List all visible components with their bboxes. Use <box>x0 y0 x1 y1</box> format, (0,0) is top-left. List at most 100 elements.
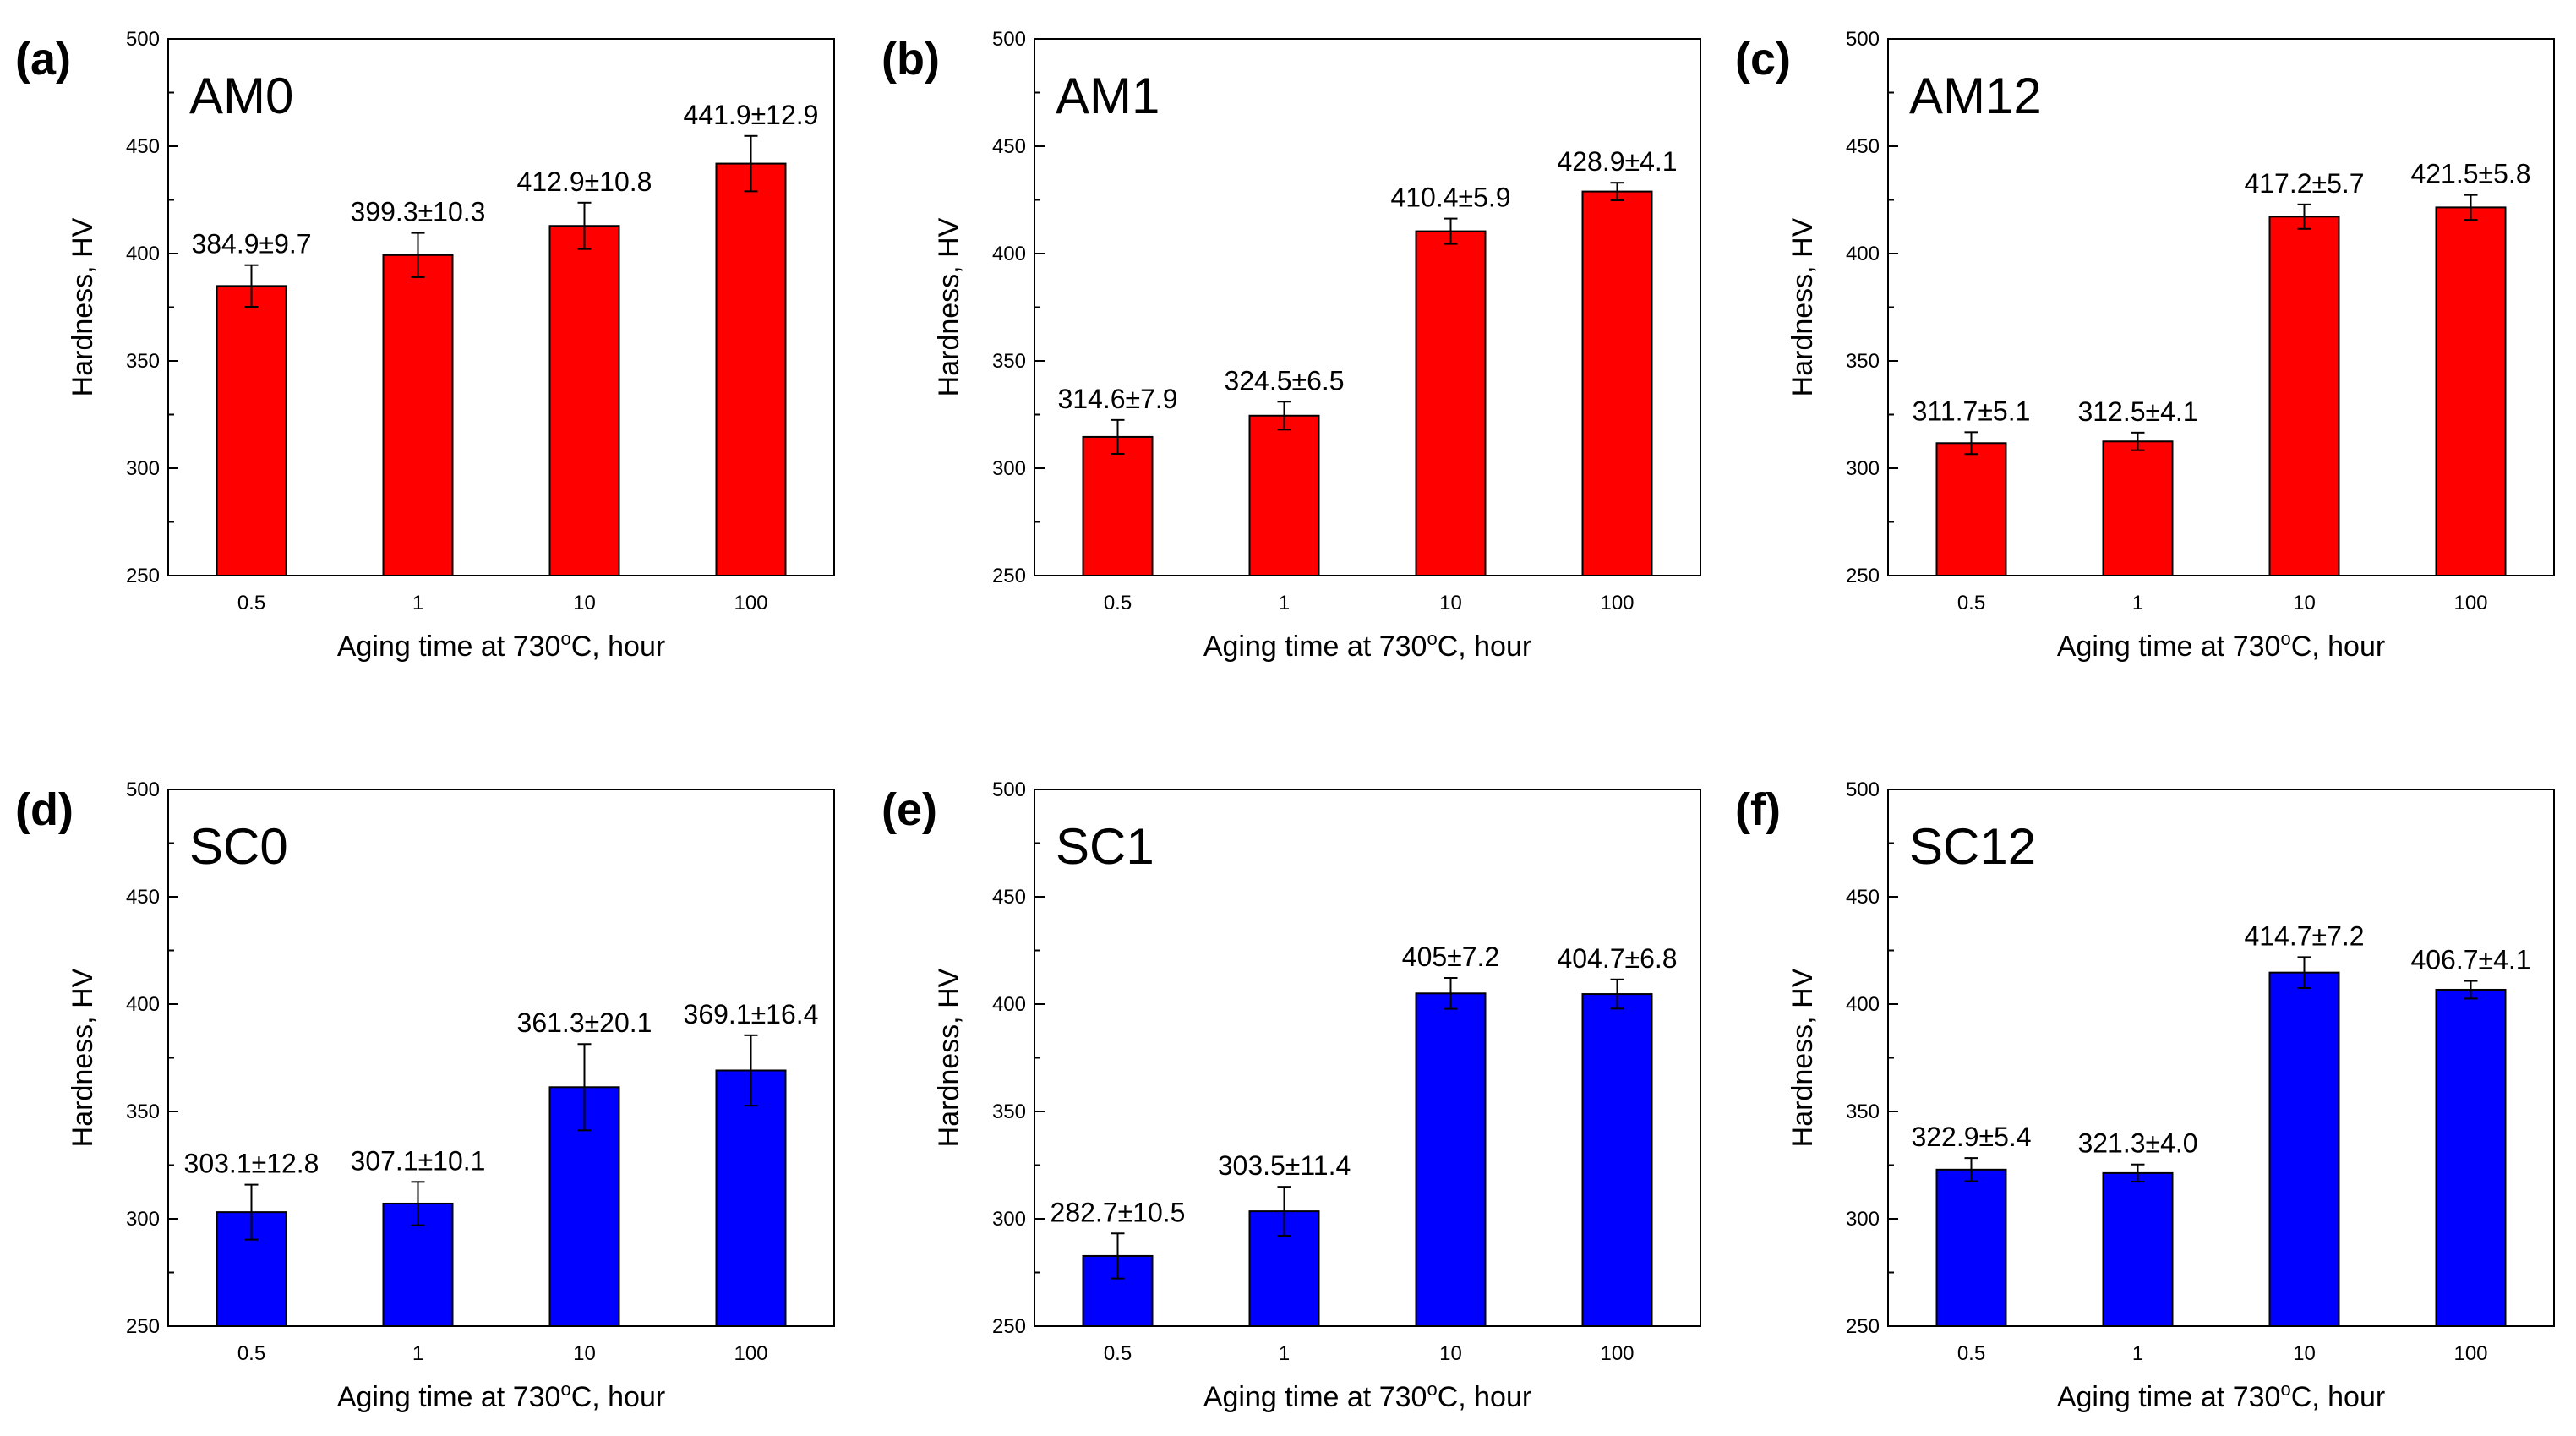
sample-label: AM12 <box>1909 68 2042 124</box>
y-tick-label: 450 <box>1846 886 1880 909</box>
y-tick-label: 500 <box>1846 778 1880 801</box>
x-tick-label: 10 <box>2293 592 2316 614</box>
x-axis-title: Aging time at 730oC, hour <box>1203 1379 1531 1413</box>
data-label: 417.2±5.7 <box>2244 168 2364 199</box>
y-tick-label: 500 <box>126 778 160 801</box>
bar <box>715 1069 787 1327</box>
chart-panel-am1: (b) AM1 250 300 350 400 450 500 0.5 1 10 100 Aging t… <box>881 28 1701 663</box>
x-tick-label: 100 <box>734 592 767 614</box>
y-axis-title: Hardness, HV <box>933 968 965 1147</box>
bar <box>2435 206 2507 576</box>
x-tick-label: 100 <box>1600 592 1634 614</box>
data-label: 303.1±12.8 <box>184 1149 319 1179</box>
x-axis-title: Aging time at 730oC, hour <box>2057 1379 2385 1413</box>
bar <box>2268 216 2340 576</box>
y-tick-label: 400 <box>992 993 1026 1016</box>
y-tick-label: 300 <box>1846 457 1880 480</box>
bar <box>1935 442 2007 576</box>
y-tick-label: 300 <box>126 457 160 480</box>
chart-panel-am0: (a) AM0 250 300 350 400 450 500 0.5 1 10 100 Aging t… <box>15 28 835 663</box>
bar <box>2435 988 2507 1328</box>
y-tick-label: 450 <box>992 135 1026 158</box>
data-label: 399.3±10.3 <box>351 197 486 227</box>
y-tick-label: 450 <box>126 886 160 909</box>
x-tick-label: 0.5 <box>1957 1342 1985 1365</box>
panel-letter: (f) <box>1735 784 1781 835</box>
y-tick-label: 400 <box>992 243 1026 265</box>
bar <box>548 225 620 576</box>
chart-panel-sc12: (f) SC12 250 300 350 400 450 500 0.5 1 10 100 Aging … <box>1735 778 2555 1413</box>
y-tick-label: 350 <box>992 1100 1026 1123</box>
bar <box>382 254 454 576</box>
y-tick-label: 450 <box>992 886 1026 909</box>
data-label: 414.7±7.2 <box>2244 920 2364 951</box>
data-label: 361.3±20.1 <box>517 1007 652 1038</box>
y-axis-title: Hardness, HV <box>67 217 99 396</box>
data-label: 384.9±9.7 <box>191 229 311 259</box>
x-axis-title: Aging time at 730oC, hour <box>337 1379 665 1413</box>
y-tick-label: 300 <box>1846 1208 1880 1231</box>
y-tick-label: 250 <box>126 1315 160 1338</box>
y-tick-label: 350 <box>1846 350 1880 373</box>
bar <box>1935 1168 2007 1327</box>
x-tick-label: 10 <box>1439 592 1462 614</box>
x-axis-title: Aging time at 730oC, hour <box>2057 628 2385 663</box>
data-label: 303.5±11.4 <box>1218 1150 1351 1181</box>
x-tick-label: 0.5 <box>237 1342 265 1365</box>
x-tick-label: 1 <box>1279 592 1290 614</box>
bar <box>715 162 787 576</box>
data-label: 406.7±4.1 <box>2410 945 2530 975</box>
x-tick-label: 10 <box>1439 1342 1462 1365</box>
y-tick-label: 350 <box>126 1100 160 1123</box>
chart-panel-am12: (c) AM12 250 300 350 400 450 500 0.5 1 10 100 Aging … <box>1735 28 2555 663</box>
bar <box>2268 971 2340 1327</box>
bar <box>1082 435 1154 577</box>
data-label: 428.9±4.1 <box>1557 146 1677 177</box>
sample-label: SC1 <box>1056 818 1154 875</box>
sample-label: SC12 <box>1909 818 2036 875</box>
x-tick-label: 100 <box>734 1342 767 1365</box>
sample-label: SC0 <box>189 818 288 875</box>
x-tick-label: 0.5 <box>1104 1342 1132 1365</box>
y-tick-label: 400 <box>126 993 160 1016</box>
y-tick-label: 400 <box>126 243 160 265</box>
y-tick-label: 350 <box>1846 1100 1880 1123</box>
x-tick-label: 1 <box>2132 592 2143 614</box>
data-label: 410.4±5.9 <box>1390 183 1510 213</box>
data-label: 312.5±4.1 <box>2077 396 2197 427</box>
data-label: 311.7±5.1 <box>1913 396 2031 426</box>
bar <box>1415 992 1487 1328</box>
y-tick-label: 250 <box>1846 1315 1880 1338</box>
bar <box>1248 414 1320 576</box>
y-tick-label: 500 <box>1846 28 1880 51</box>
bar <box>2102 1171 2174 1327</box>
x-tick-label: 10 <box>573 1342 596 1365</box>
sample-label: AM0 <box>189 68 293 124</box>
y-tick-label: 450 <box>1846 135 1880 158</box>
data-label: 369.1±16.4 <box>684 999 819 1029</box>
x-tick-label: 1 <box>1279 1342 1290 1365</box>
y-tick-label: 450 <box>126 135 160 158</box>
x-axis-title: Aging time at 730oC, hour <box>1203 628 1531 663</box>
x-tick-label: 100 <box>2453 1342 2487 1365</box>
y-axis-title: Hardness, HV <box>933 217 965 396</box>
y-tick-label: 500 <box>992 28 1026 51</box>
y-tick-label: 250 <box>992 565 1026 587</box>
y-tick-label: 500 <box>126 28 160 51</box>
y-axis-title: Hardness, HV <box>1787 217 1819 396</box>
y-tick-label: 400 <box>1846 993 1880 1016</box>
y-tick-label: 350 <box>126 350 160 373</box>
panel-letter: (a) <box>15 34 71 85</box>
sample-label: AM1 <box>1056 68 1160 124</box>
panel-letter: (c) <box>1735 34 1791 85</box>
y-tick-label: 250 <box>1846 565 1880 587</box>
x-axis-title: Aging time at 730oC, hour <box>337 628 665 663</box>
x-tick-label: 1 <box>412 592 423 614</box>
x-tick-label: 10 <box>2293 1342 2316 1365</box>
y-tick-label: 400 <box>1846 243 1880 265</box>
data-label: 404.7±6.8 <box>1557 943 1677 974</box>
panel-letter: (d) <box>15 784 74 835</box>
x-tick-label: 100 <box>2453 592 2487 614</box>
y-tick-label: 350 <box>992 350 1026 373</box>
